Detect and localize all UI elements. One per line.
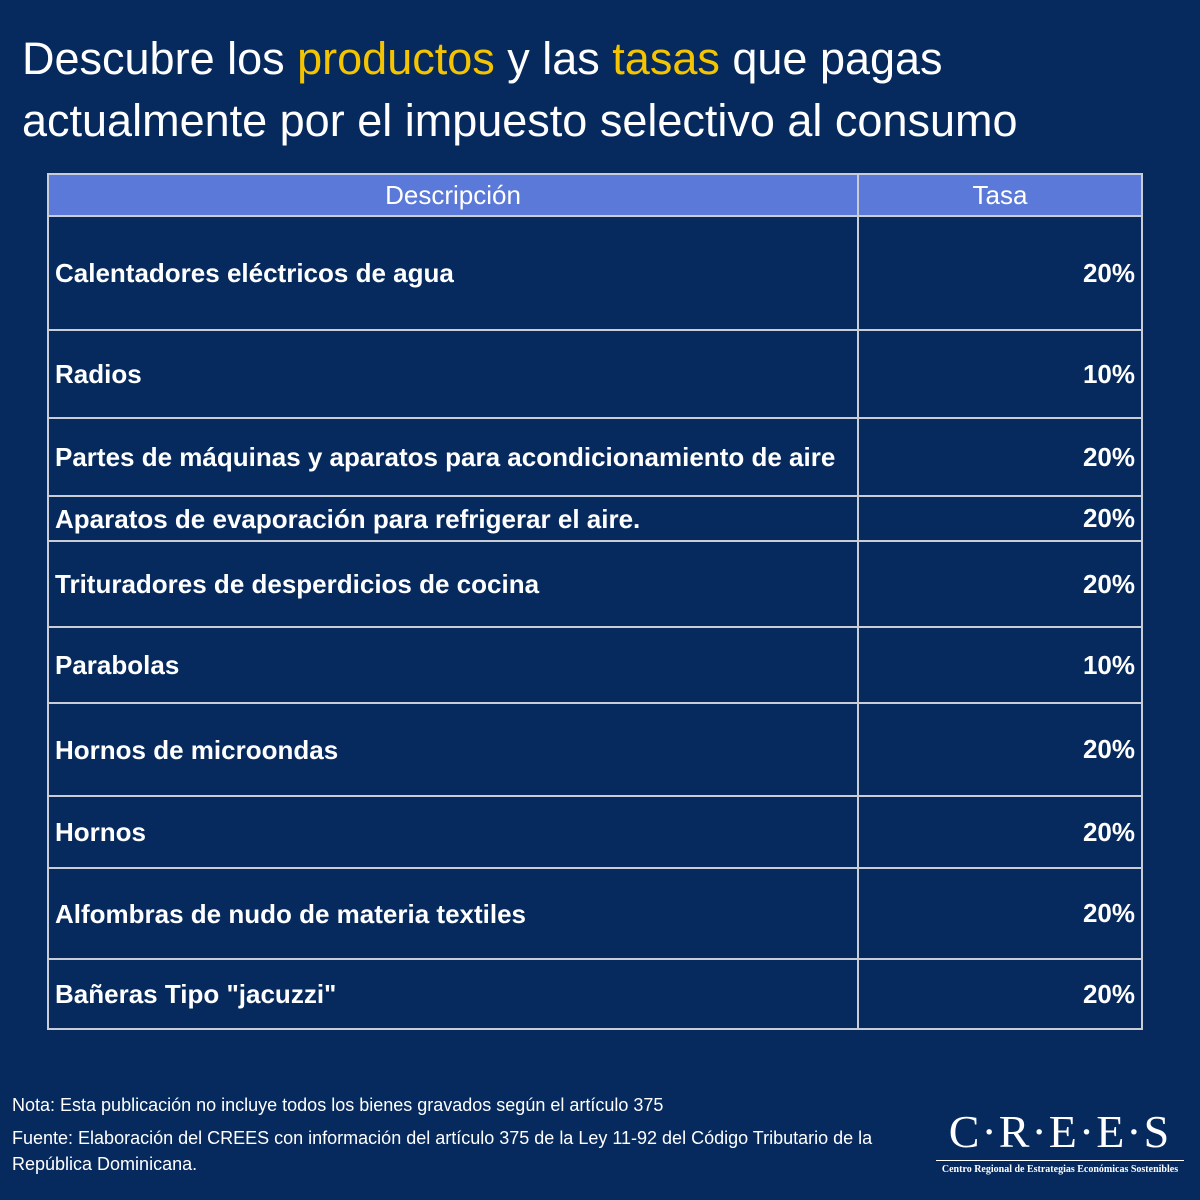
title-highlight-products: productos	[297, 33, 495, 84]
table-row: Trituradores de desperdicios de cocina 2…	[47, 540, 1143, 628]
title-highlight-rates: tasas	[612, 33, 720, 84]
logo-divider	[936, 1160, 1184, 1161]
column-header-description: Descripción	[47, 173, 859, 217]
rates-table: Descripción Tasa Calentadores eléctricos…	[47, 173, 1143, 1030]
page-title: Descubre los productos y las tasas que p…	[22, 28, 1182, 152]
row-rate: 20%	[857, 702, 1143, 797]
row-description: Aparatos de evaporación para refrigerar …	[47, 495, 859, 542]
logo-tagline: Centro Regional de Estrategias Económica…	[941, 1164, 1179, 1175]
row-description: Trituradores de desperdicios de cocina	[47, 540, 859, 628]
table-row: Alfombras de nudo de materia textiles 20…	[47, 867, 1143, 960]
table-row: Hornos 20%	[47, 795, 1143, 869]
table-row: Hornos de microondas 20%	[47, 702, 1143, 797]
table-row: Partes de máquinas y aparatos para acond…	[47, 417, 1143, 497]
row-description: Parabolas	[47, 626, 859, 704]
table-row: Radios 10%	[47, 329, 1143, 419]
row-description: Partes de máquinas y aparatos para acond…	[47, 417, 859, 497]
logo-wordmark: C·R·E·E·S	[948, 1106, 1172, 1157]
row-rate: 20%	[857, 215, 1143, 331]
row-rate: 20%	[857, 495, 1143, 542]
table-header-row: Descripción Tasa	[47, 173, 1143, 217]
row-description: Alfombras de nudo de materia textiles	[47, 867, 859, 960]
row-rate: 20%	[857, 540, 1143, 628]
footer-note: Nota: Esta publicación no incluye todos …	[12, 1095, 664, 1115]
row-rate: 20%	[857, 867, 1143, 960]
row-rate: 20%	[857, 958, 1143, 1030]
row-description: Hornos	[47, 795, 859, 869]
title-part-2: y las	[494, 33, 613, 84]
title-part-3: que pagas actualmente por el impuesto se…	[22, 33, 1018, 146]
crees-logo: C·R·E·E·S Centro Regional de Estrategias…	[934, 1108, 1186, 1178]
column-header-rate: Tasa	[857, 173, 1143, 217]
table-row: Bañeras Tipo "jacuzzi" 20%	[47, 958, 1143, 1030]
table-row: Aparatos de evaporación para refrigerar …	[47, 495, 1143, 542]
row-rate: 20%	[857, 417, 1143, 497]
row-description: Hornos de microondas	[47, 702, 859, 797]
row-rate: 10%	[857, 626, 1143, 704]
table-row: Parabolas 10%	[47, 626, 1143, 704]
row-description: Bañeras Tipo "jacuzzi"	[47, 958, 859, 1030]
footer-source: Fuente: Elaboración del CREES con inform…	[12, 1128, 873, 1174]
title-part-1: Descubre los	[22, 33, 298, 84]
table-row: Calentadores eléctricos de agua 20%	[47, 215, 1143, 331]
row-rate: 10%	[857, 329, 1143, 419]
row-rate: 20%	[857, 795, 1143, 869]
row-description: Radios	[47, 329, 859, 419]
row-description: Calentadores eléctricos de agua	[47, 215, 859, 331]
